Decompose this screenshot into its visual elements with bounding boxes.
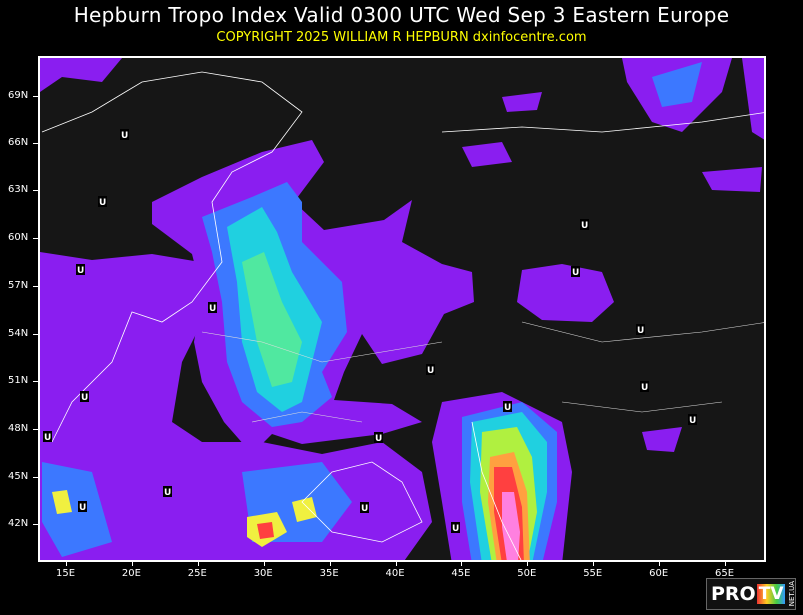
marker-background xyxy=(360,502,369,513)
u-marker: U xyxy=(581,221,588,231)
u-marker: U xyxy=(504,403,511,413)
marker-background xyxy=(208,302,217,313)
longitude-tick xyxy=(197,561,199,566)
longitude-tick xyxy=(659,561,661,566)
latitude-label: 63N xyxy=(8,184,29,195)
latitude-label: 60N xyxy=(8,232,29,243)
marker-background xyxy=(503,401,512,412)
longitude-label: 25E xyxy=(187,568,207,579)
u-marker: U xyxy=(641,383,648,393)
copyright-line: COPYRIGHT 2025 WILLIAM R HEPBURN dxinfoc… xyxy=(216,30,587,45)
u-marker: U xyxy=(572,268,579,278)
index-zone-yellow xyxy=(52,490,317,547)
latitude-tick xyxy=(33,286,38,287)
tropo-index-map: U U U U U U U U U U U U U U U U U U xyxy=(38,56,766,562)
longitude-label: 60E xyxy=(649,568,669,579)
index-zone-purple xyxy=(40,58,122,92)
longitude-tick xyxy=(131,561,133,566)
marker-background xyxy=(688,414,697,425)
latitude-label: 57N xyxy=(8,280,29,291)
longitude-label: 15E xyxy=(56,568,76,579)
u-marker: U xyxy=(361,504,368,514)
u-marker: U xyxy=(375,434,382,444)
longitude-label: 55E xyxy=(583,568,603,579)
latitude-tick xyxy=(33,143,38,144)
marker-background xyxy=(80,391,89,402)
u-marker: U xyxy=(637,326,644,336)
longitude-tick xyxy=(263,561,265,566)
marker-background xyxy=(98,196,107,207)
latitude-label: 69N xyxy=(8,90,29,101)
latitude-tick xyxy=(33,429,38,430)
latitude-tick xyxy=(33,381,38,382)
longitude-tick xyxy=(329,561,331,566)
longitude-label: 45E xyxy=(451,568,471,579)
u-marker: U xyxy=(99,198,106,208)
latitude-tick xyxy=(33,524,38,525)
latitude-tick xyxy=(33,96,38,97)
u-marker: U xyxy=(209,304,216,314)
tropo-overlay: U U U U U U U U U U U U U U U U U U xyxy=(40,58,764,560)
u-marker: U xyxy=(452,524,459,534)
marker-background xyxy=(163,486,172,497)
marker-background xyxy=(580,219,589,230)
longitude-tick xyxy=(725,561,726,566)
u-marker: U xyxy=(689,416,696,426)
marker-background xyxy=(76,264,85,275)
u-marker: U xyxy=(44,433,51,443)
latitude-tick xyxy=(33,334,38,335)
u-marker: U xyxy=(427,366,434,376)
latitude-label: 42N xyxy=(8,518,29,529)
longitude-label: 65E xyxy=(715,568,735,579)
marker-background xyxy=(571,266,580,277)
longitude-tick xyxy=(461,561,463,566)
marker-background xyxy=(78,501,87,512)
longitude-label: 40E xyxy=(385,568,405,579)
country-border xyxy=(201,321,764,423)
index-zone-red xyxy=(257,522,274,539)
longitude-label: 35E xyxy=(319,568,339,579)
map-title: Hepburn Tropo Index Valid 0300 UTC Wed S… xyxy=(73,3,730,27)
coastline xyxy=(41,71,764,560)
latitude-label: 45N xyxy=(8,471,29,482)
marker-background xyxy=(120,129,129,140)
longitude-tick xyxy=(593,561,595,566)
longitude-tick xyxy=(66,561,67,566)
latitude-tick xyxy=(33,477,38,478)
u-marker: U xyxy=(79,503,86,513)
index-zone-green xyxy=(242,252,302,387)
latitude-label: 66N xyxy=(8,137,29,148)
longitude-label: 50E xyxy=(517,568,537,579)
u-marker: U xyxy=(81,393,88,403)
longitude-label: 30E xyxy=(253,568,273,579)
marker-background xyxy=(374,432,383,443)
marker-background xyxy=(636,324,645,335)
index-zone-blue xyxy=(652,62,702,107)
marker-background xyxy=(640,381,649,392)
marker-background xyxy=(451,522,460,533)
index-zone-purple xyxy=(742,58,764,140)
index-zone-purple xyxy=(517,264,614,322)
longitude-tick xyxy=(395,561,397,566)
latitude-label: 48N xyxy=(8,423,29,434)
protv-watermark-logo: PRO TV NET.UA xyxy=(706,578,796,610)
u-marker: U xyxy=(77,266,84,276)
latitude-tick xyxy=(33,190,38,191)
longitude-tick xyxy=(527,561,529,566)
latitude-label: 51N xyxy=(8,375,29,386)
latitude-label: 54N xyxy=(8,328,29,339)
index-zone-pink xyxy=(502,492,520,560)
u-marker: U xyxy=(121,131,128,141)
longitude-label: 20E xyxy=(121,568,141,579)
marker-background xyxy=(43,431,52,442)
marker-background xyxy=(426,364,435,375)
u-marker: U xyxy=(164,488,171,498)
latitude-tick xyxy=(33,238,38,239)
